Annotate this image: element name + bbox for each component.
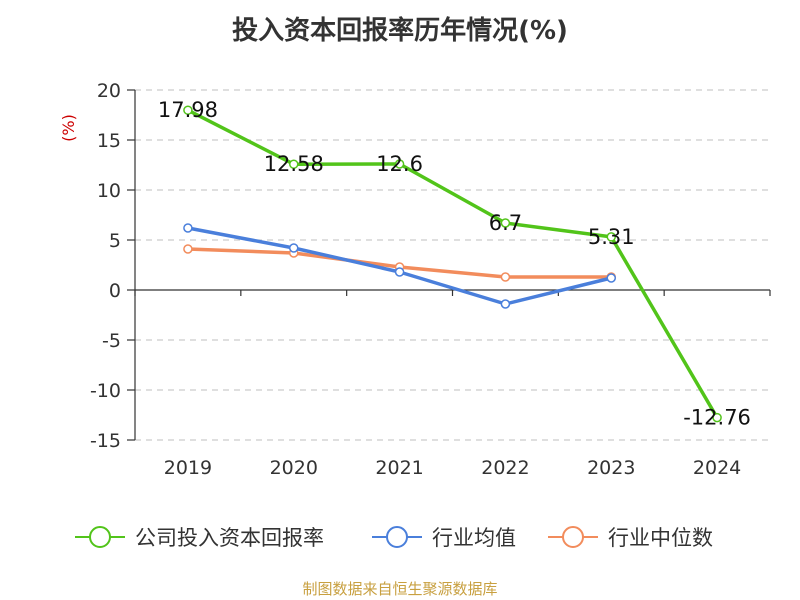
x-tick-label: 2019: [164, 457, 212, 479]
legend-marker: [562, 526, 584, 548]
data-label: 12.58: [264, 152, 324, 176]
y-tick-label: 20: [97, 80, 121, 102]
series-line: [187, 108, 719, 419]
chart-title: 投入资本回报率历年情况(%): [232, 16, 568, 46]
data-point: [289, 243, 299, 253]
legend-item: 行业均值: [372, 526, 516, 550]
legend-marker: [89, 526, 111, 548]
data-point: [606, 273, 616, 283]
legend-item: 行业中位数: [548, 526, 713, 550]
y-tick-label: 0: [109, 280, 121, 302]
y-tick-label: 15: [97, 130, 121, 152]
series-layer: [183, 105, 722, 423]
y-tick-label: -5: [102, 330, 121, 352]
y-tick-label: 10: [97, 180, 121, 202]
legend-label: 公司投入资本回报率: [135, 526, 324, 550]
data-point: [712, 412, 722, 423]
legend-marker: [386, 526, 408, 548]
data-point: [500, 272, 511, 282]
data-point: [183, 105, 193, 115]
legend-label: 行业均值: [432, 526, 516, 550]
data-point: [500, 299, 511, 309]
y-tick-label: 5: [109, 230, 121, 252]
data-point: [394, 267, 405, 277]
legend-item: 公司投入资本回报率: [75, 526, 324, 550]
data-point: [606, 232, 616, 242]
x-tick-label: 2020: [270, 457, 318, 479]
data-label: 17.98: [158, 98, 218, 122]
legend-label: 行业中位数: [608, 526, 713, 550]
x-tick-label: 2021: [375, 457, 423, 479]
x-tick-label: 2024: [693, 457, 741, 479]
y-tick-label: -10: [90, 380, 121, 402]
data-point: [183, 244, 193, 254]
data-label: 6.7: [489, 211, 522, 235]
axis-layer: 20 15 10 5 0 -5 -10 -15 2019 2020 2021 2022 2023 2024: [90, 80, 771, 479]
data-label: 5.31: [588, 225, 635, 249]
data-point: [183, 223, 193, 233]
source-note: 制图数据来自恒生聚源数据库: [302, 580, 498, 598]
x-tick-label: 2022: [481, 457, 529, 479]
x-tick-label: 2023: [587, 457, 635, 479]
data-point: [289, 159, 299, 169]
legend: 公司投入资本回报率 行业均值 行业中位数: [75, 526, 713, 550]
data-point: [500, 218, 511, 228]
data-label-layer: 17.98 12.58 12.6 6.7 5.31 -12.76: [158, 98, 751, 429]
y-axis-unit-label: (%): [59, 114, 78, 142]
y-tick-label: -15: [90, 430, 121, 452]
data-label: -12.76: [683, 406, 751, 430]
data-label: 12.6: [376, 152, 423, 176]
data-point: [394, 159, 405, 169]
grid-layer: [135, 89, 770, 441]
